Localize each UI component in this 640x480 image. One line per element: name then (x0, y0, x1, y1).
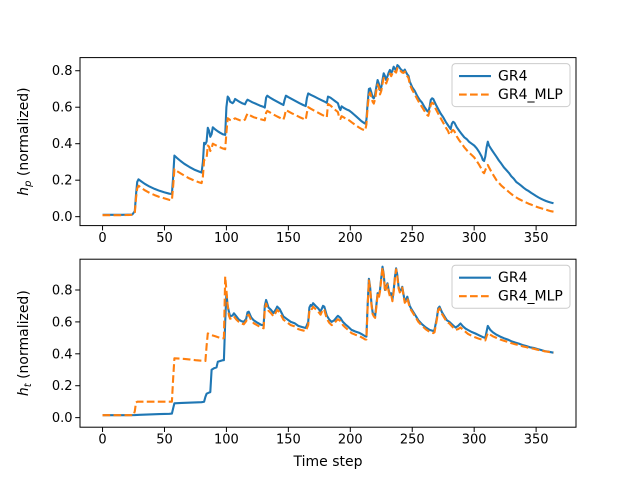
legend-label: GR4_MLP (498, 87, 563, 103)
series-line-gr4-mlp (102, 266, 554, 417)
x-tick-label: 200 (338, 231, 363, 246)
y-tick-label: 0.6 (52, 315, 73, 330)
y-axis-label-ht: ht (normalized) (16, 290, 34, 396)
legend-box (451, 264, 571, 309)
x-tick-label: 0 (98, 231, 106, 246)
x-tick-label: 0 (98, 433, 106, 448)
y-tick-label: 0.6 (52, 101, 73, 116)
y-tick-label: 0.0 (52, 411, 73, 426)
legend-box (451, 63, 571, 108)
axes-spines (79, 258, 577, 428)
x-tick-label: 50 (156, 231, 173, 246)
x-axis-label: Time step (293, 454, 363, 470)
x-tick-label: 250 (400, 231, 425, 246)
legend-entry-gr4: GR4 (459, 270, 528, 286)
x-tick-label: 100 (214, 433, 239, 448)
x-tick-label: 100 (214, 231, 239, 246)
y-tick-label: 0.2 (52, 174, 73, 189)
y-tick-label: 0.4 (52, 137, 73, 152)
legend-entry-gr4-mlp: GR4_MLP (459, 289, 563, 305)
x-tick-label: 300 (462, 433, 487, 448)
x-tick-label: 150 (276, 231, 301, 246)
subplot-ht: 0 50 100 150 200 250 300 350 0.0 0.2 0.4 0.6 0.8 ht (… (16, 258, 577, 470)
axes-spines (79, 57, 577, 227)
legend-label: GR4 (498, 69, 528, 85)
y-axis-label-hp: hp (normalized) (16, 87, 34, 195)
y-tick-label: 0.8 (52, 283, 73, 298)
x-tick-label: 250 (400, 433, 425, 448)
y-tick-label: 0.4 (52, 347, 73, 362)
x-tick-label: 300 (462, 231, 487, 246)
x-tick-label: 350 (524, 231, 549, 246)
legend-entry-gr4-mlp: GR4_MLP (459, 87, 563, 103)
x-tick-label: 50 (156, 433, 173, 448)
legend-entry-gr4: GR4 (459, 69, 528, 85)
legend-label: GR4_MLP (498, 289, 563, 305)
series-line-gr4-mlp (102, 66, 554, 217)
subplot-hp: 0 50 100 150 200 250 300 350 0.0 0.2 0.4 0.6 0.8 hp (… (16, 57, 577, 246)
x-tick-label: 150 (276, 433, 301, 448)
y-tick-label: 0.2 (52, 379, 73, 394)
x-tick-label: 350 (524, 433, 549, 448)
x-tick-label: 200 (338, 433, 363, 448)
y-tick-label: 0.8 (52, 64, 73, 79)
y-tick-label: 0.0 (52, 210, 73, 225)
legend-label: GR4 (498, 270, 528, 286)
